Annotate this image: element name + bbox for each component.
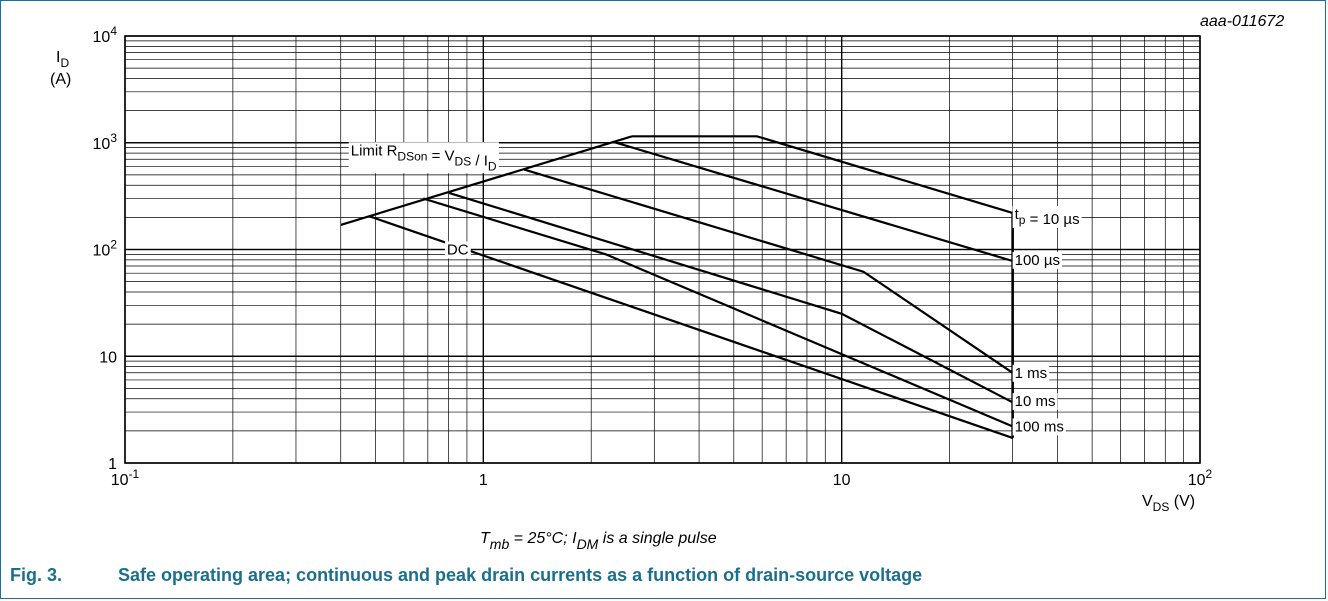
series-line <box>632 135 1013 214</box>
series-line <box>368 215 1013 439</box>
series-label: 1 ms <box>1015 365 1048 382</box>
figure-title: Safe operating area; continuous and peak… <box>118 565 923 585</box>
series-line <box>612 140 1013 263</box>
label-background <box>348 142 499 174</box>
limit-rdson-label: Limit RDSon = VDS / ID <box>351 142 497 173</box>
x-tick-label: 10 <box>833 472 851 489</box>
series-line <box>448 191 1014 404</box>
label-background <box>444 241 471 259</box>
grid <box>124 35 1201 464</box>
x-tick-label: 10-1 <box>111 467 140 489</box>
y-tick-label: 104 <box>93 24 118 46</box>
series-label: tp = 10 µs <box>1015 206 1080 228</box>
series-label: DC <box>447 242 469 259</box>
x-axis-label: VDS (V) <box>1142 493 1195 514</box>
series-label: 100 ms <box>1015 418 1064 435</box>
x-tick-label: 1 <box>479 472 488 489</box>
label-background <box>1012 251 1062 269</box>
label-background <box>1012 418 1066 436</box>
y-tick-label: 1 <box>108 456 117 473</box>
figure-code: aaa-011672 <box>1200 13 1284 30</box>
y-axis-label: ID <box>56 49 69 70</box>
plot-border <box>124 35 1201 464</box>
curve-labels: Limit RDSon = VDS / ID tp = 10 µs 100 µs 1 … <box>348 142 1082 436</box>
y-tick-label: 103 <box>93 131 118 153</box>
series-line <box>422 197 1014 428</box>
label-background <box>1012 206 1082 229</box>
series-label: 10 ms <box>1015 393 1056 410</box>
y-tick-label: 10 <box>99 349 117 366</box>
series-label: 100 µs <box>1015 252 1060 269</box>
y-tick-label: 102 <box>93 238 118 260</box>
label-background <box>1012 364 1050 382</box>
limit-rdson-line <box>340 135 633 226</box>
test-condition: Tmb = 25°C; IDM is a single pulse <box>480 530 717 552</box>
curves <box>340 135 1014 439</box>
label-background <box>1012 393 1058 411</box>
figure-number: Fig. 3. <box>10 565 63 585</box>
y-axis-unit: (A) <box>50 71 71 88</box>
soa-chart: Limit RDSon = VDS / ID tp = 10 µs 100 µs 1 … <box>50 13 1284 552</box>
figure-caption: Fig. 3. Safe operating area; continuous a… <box>10 565 922 586</box>
series-line <box>523 168 1014 374</box>
x-tick-label: 102 <box>1188 467 1213 489</box>
